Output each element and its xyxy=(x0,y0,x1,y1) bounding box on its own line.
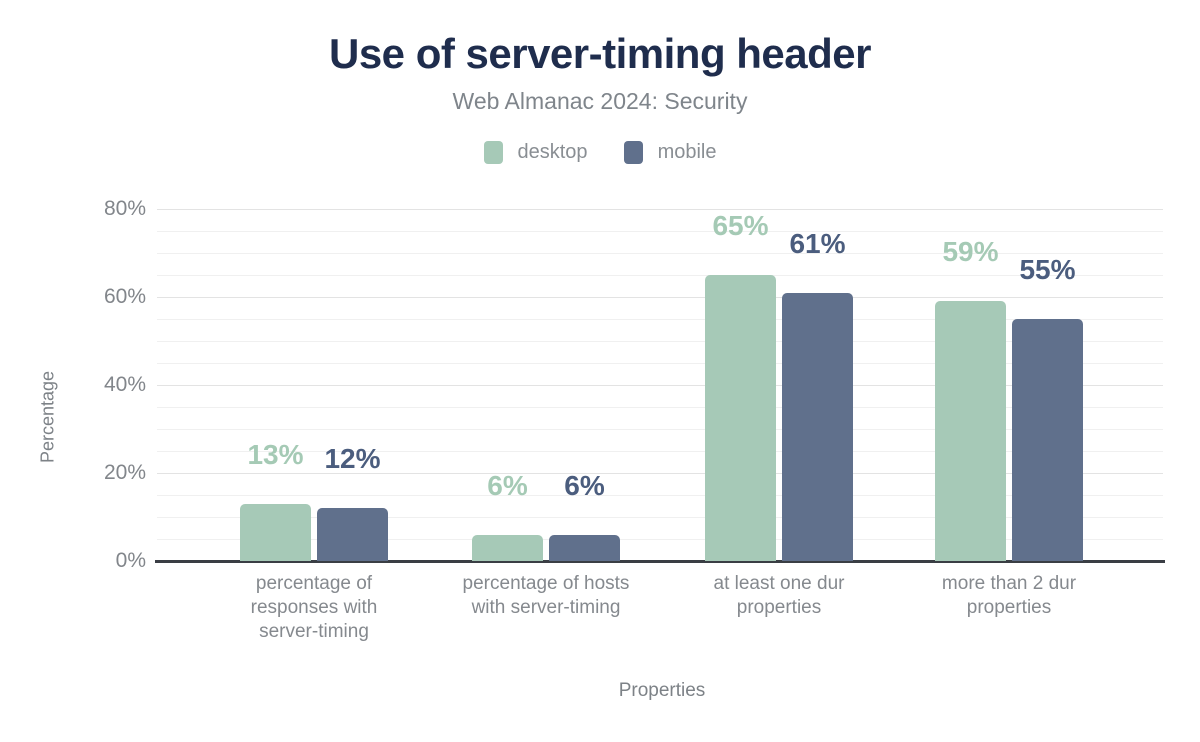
bar-value-label-desktop: 6% xyxy=(487,469,528,501)
bar-mobile[interactable] xyxy=(1012,319,1083,561)
gridline-45 xyxy=(157,363,1163,364)
bar-desktop[interactable] xyxy=(935,301,1006,561)
x-axis-line xyxy=(155,560,1165,563)
bar-mobile[interactable] xyxy=(782,292,853,561)
x-category-label: more than 2 dur properties xyxy=(941,573,1077,618)
gridline-50 xyxy=(157,341,1163,342)
bar-value-label-mobile: 61% xyxy=(789,227,846,259)
legend-label: mobile xyxy=(657,141,717,163)
y-tick-label: 80% xyxy=(103,197,146,220)
x-category-label: percentage of responses with server-timi… xyxy=(250,573,378,642)
bar-value-label-mobile: 6% xyxy=(564,469,605,501)
bar-value-label-mobile: 55% xyxy=(1019,254,1076,285)
gridline-40 xyxy=(157,385,1163,386)
legend: desktop mobile xyxy=(0,141,1200,164)
legend-item-mobile[interactable]: mobile xyxy=(623,141,717,164)
y-tick-label: 20% xyxy=(103,461,146,484)
y-tick-label: 60% xyxy=(103,285,146,308)
gridline-30 xyxy=(157,429,1163,430)
chart-subtitle: Web Almanac 2024: Security xyxy=(452,88,748,114)
gridline-5 xyxy=(157,539,1163,540)
legend-swatch-icon xyxy=(483,141,503,164)
x-category-label: at least one dur properties xyxy=(713,573,845,618)
bar-desktop[interactable] xyxy=(705,275,776,561)
gridline-70 xyxy=(157,253,1163,254)
gridline-55 xyxy=(157,319,1163,320)
gridline-15 xyxy=(157,495,1163,496)
bar-value-label-mobile: 12% xyxy=(324,443,381,475)
y-tick-label: 0% xyxy=(115,549,146,572)
bar-desktop[interactable] xyxy=(472,534,543,561)
legend-label: desktop xyxy=(517,141,588,163)
gridline-25 xyxy=(157,451,1163,452)
gridline-10 xyxy=(157,517,1163,518)
legend-item-desktop[interactable]: desktop xyxy=(483,141,588,164)
bar-mobile[interactable] xyxy=(317,508,388,561)
bar-value-label-desktop: 13% xyxy=(247,438,304,470)
legend-swatch-icon xyxy=(623,141,643,164)
x-category-label: percentage of hosts with server-timing xyxy=(462,573,630,618)
gridline-75 xyxy=(157,231,1163,232)
y-tick-label: 40% xyxy=(103,373,146,396)
gridline-35 xyxy=(157,407,1163,408)
bar-mobile[interactable] xyxy=(549,534,620,561)
y-axis-title: Percentage xyxy=(37,370,58,464)
gridline-80 xyxy=(157,209,1163,210)
chart-title: Use of server-timing header xyxy=(328,30,872,77)
x-axis-title: Properties xyxy=(618,680,706,701)
bar-desktop[interactable] xyxy=(240,503,311,561)
gridline-60 xyxy=(157,297,1163,298)
bar-value-label-desktop: 65% xyxy=(712,210,769,241)
gridline-20 xyxy=(157,473,1163,474)
bar-value-label-desktop: 59% xyxy=(942,236,999,268)
gridline-65 xyxy=(157,275,1163,276)
